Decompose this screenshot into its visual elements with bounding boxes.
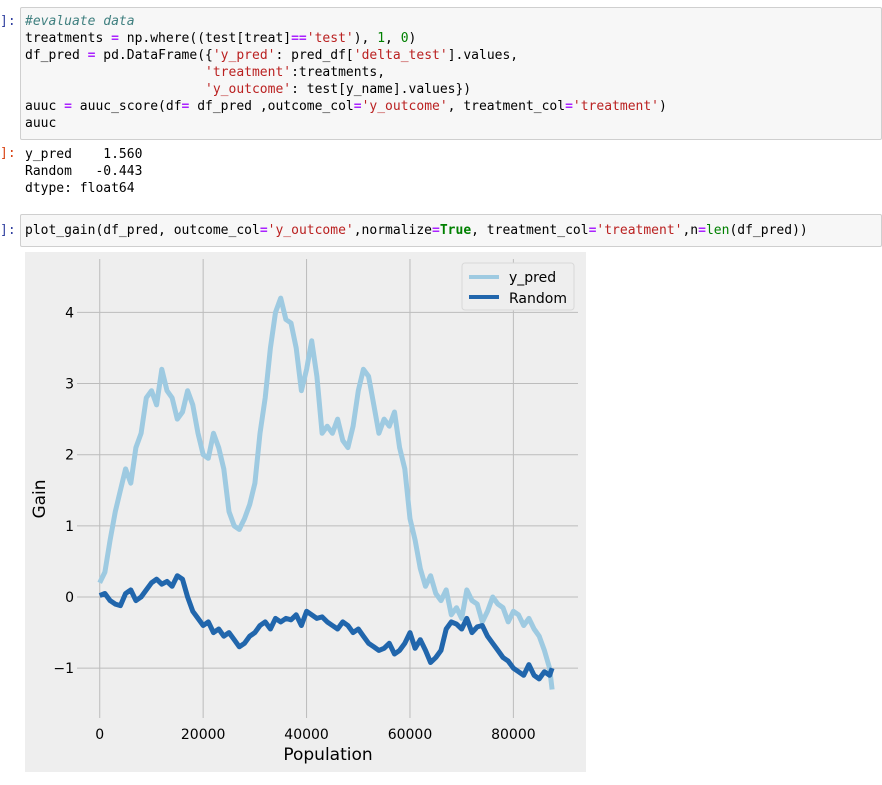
code-token: 'y_pred' <box>212 48 276 63</box>
cell2-prompt: ]: <box>0 223 16 238</box>
y-axis-label: Gain <box>30 479 50 518</box>
y-tick-label: 2 <box>65 448 74 464</box>
code-token <box>25 65 205 80</box>
code-token: = <box>432 223 440 238</box>
code-token: = <box>565 99 573 114</box>
code-token: df_pred ,outcome_col <box>189 99 354 114</box>
code-token: ,n <box>682 223 699 238</box>
code-token: , treatment_col <box>447 99 566 114</box>
legend: y_pred Random <box>461 262 575 311</box>
code-token: ) <box>408 31 417 46</box>
output1-line-1: y_pred 1.560 <box>25 147 143 162</box>
output1-line-3: dtype: float64 <box>25 181 135 196</box>
code-token: 'test' <box>306 31 354 46</box>
cell2-code: plot_gain(df_pred, outcome_col='y_outcom… <box>25 222 808 239</box>
code-token: == <box>291 31 307 46</box>
y-tick-label: 3 <box>65 377 74 393</box>
code-token: 'y_outcome' <box>205 82 292 97</box>
gain-plot: 0 20000 40000 60000 80000 −1 0 1 2 3 4 Population … <box>25 252 586 772</box>
x-tick-label: 40000 <box>284 727 329 743</box>
code-token: auuc <box>25 99 65 114</box>
code-token: ,normalize <box>353 223 433 238</box>
code-token: = <box>87 48 96 63</box>
code-token: plot_gain(df_pred, outcome_col <box>25 223 260 238</box>
x-tick-label: 0 <box>95 727 104 743</box>
y-tick-label: 1 <box>65 519 74 535</box>
code-token: 'y_outcome' <box>361 99 448 114</box>
code-token: 'treatment' <box>572 99 659 114</box>
code-token: auuc <box>25 116 57 131</box>
legend-label-random: Random <box>509 291 567 307</box>
code-token: 1 <box>377 31 386 46</box>
series-line-y-pred <box>97 295 555 690</box>
output1-text: y_pred 1.560 Random -0.443 dtype: float6… <box>25 146 142 197</box>
code-token: True <box>439 223 472 238</box>
series-lines <box>97 295 555 690</box>
y-tick-label: 0 <box>65 590 74 606</box>
y-tick-label: 4 <box>65 305 74 321</box>
code-token: , treatment_col <box>471 223 589 238</box>
output1-prompt: ]: <box>0 146 16 161</box>
code-token: ) <box>659 99 667 114</box>
x-tick-label: 60000 <box>388 727 433 743</box>
figure-background <box>25 252 586 772</box>
code-token: = <box>64 99 72 114</box>
code-token: ].values, <box>447 48 519 63</box>
code-token: = <box>698 223 706 238</box>
code-token: df_pred <box>25 48 88 63</box>
code-token: = <box>259 223 268 238</box>
code-token: #evaluate data <box>25 14 135 29</box>
code-token <box>25 82 205 97</box>
code-token: 0 <box>400 31 409 46</box>
output1-line-2: Random -0.443 <box>25 164 143 179</box>
code-token: :treatments, <box>291 65 386 80</box>
axis-ticks: 0 20000 40000 60000 80000 −1 0 1 2 3 4 <box>53 305 535 743</box>
x-axis-label: Population <box>283 745 372 765</box>
code-token: (df_pred)) <box>729 223 808 238</box>
code-token: 'delta_test' <box>353 48 448 63</box>
cell2-code-editor[interactable]: plot_gain(df_pred, outcome_col='y_outcom… <box>20 214 882 247</box>
code-token: : test[y_name].values}) <box>291 82 472 97</box>
code-token: = <box>181 99 190 114</box>
code-token: treatments <box>25 31 112 46</box>
cell1-prompt: ]: <box>0 14 16 29</box>
code-token: : pred_df[ <box>275 48 354 63</box>
y-tick-label: −1 <box>53 661 74 677</box>
code-token: 'y_outcome' <box>267 223 354 238</box>
code-token: ), <box>353 31 378 46</box>
code-token: = <box>353 99 362 114</box>
series-line-random <box>98 573 555 682</box>
code-token: = <box>111 31 119 46</box>
code-token: pd.DataFrame({ <box>95 48 213 63</box>
code-token: 'treatment' <box>205 65 292 80</box>
legend-label-y-pred: y_pred <box>509 270 556 286</box>
x-tick-label: 80000 <box>491 727 536 743</box>
code-token: auuc_score(df <box>71 99 182 114</box>
code-token: = <box>588 223 597 238</box>
code-token: 'treatment' <box>596 223 683 238</box>
code-token: np.where((test[treat] <box>118 31 292 46</box>
cell1-code: #evaluate data treatments = np.where((te… <box>25 13 667 132</box>
x-tick-label: 20000 <box>181 727 226 743</box>
cell1-code-editor[interactable]: #evaluate data treatments = np.where((te… <box>20 7 882 140</box>
code-token: , <box>385 31 401 46</box>
code-token: len <box>705 223 730 238</box>
